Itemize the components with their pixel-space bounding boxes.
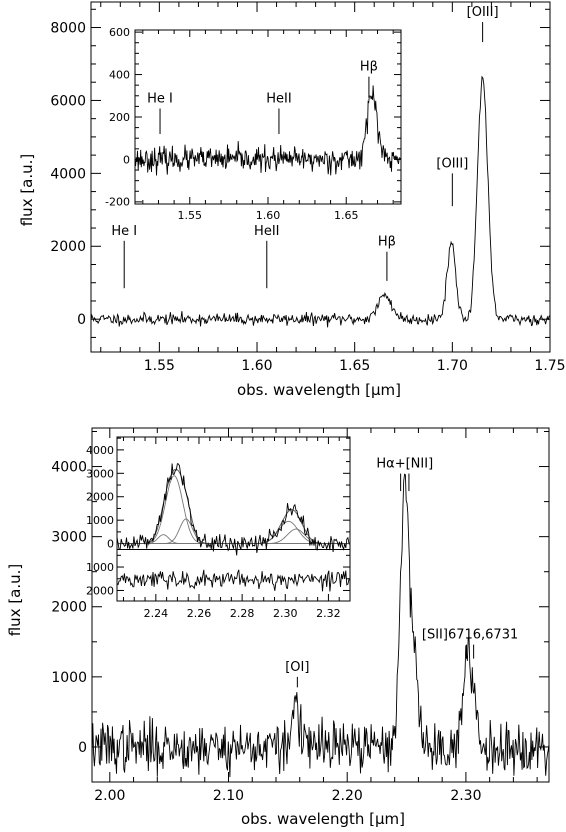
x-tick-label: 2.32	[316, 607, 341, 620]
annotation-label: HeII	[254, 224, 279, 239]
y-tick-label: 0	[78, 740, 87, 756]
y-tick-label: 200	[109, 111, 130, 124]
x-tick-label: 2.26	[187, 607, 212, 620]
x-tick-label: 2.30	[273, 607, 298, 620]
data-spectrum	[116, 463, 351, 556]
x-tick-label: 1.70	[437, 358, 468, 374]
annotation-label: Hβ	[360, 60, 378, 75]
annotation-label: [OIII]	[467, 5, 499, 20]
x-tick-label: 1.55	[144, 358, 175, 374]
annotation-label: [OIII]	[436, 156, 468, 171]
top-inset-panel: 1.55 1.60 1.65 -200 0 200 400 600 He I HeII Hβ	[105, 26, 402, 222]
annotation-label: He I	[147, 92, 173, 107]
x-tick-label: 1.65	[334, 209, 359, 222]
top-x-axis-label: obs. wavelength [μm]	[237, 381, 401, 399]
bottom-y-axis-label: flux [a.u.]	[6, 564, 24, 637]
spectrum-line	[134, 85, 402, 176]
y-tick-label: 4000	[51, 459, 87, 475]
top-y-axis-label: flux [a.u.]	[18, 154, 36, 227]
inset-background	[135, 30, 401, 204]
y-tick-label: 2000	[51, 600, 87, 616]
y-tick-label: 8000	[50, 20, 86, 36]
axes-frame	[90, 1, 551, 353]
y-tick-label: 2000	[86, 491, 114, 504]
y-tick-label: 1000	[51, 670, 87, 686]
y-tick-label: 4000	[50, 166, 86, 182]
y-tick-label: 400	[109, 68, 130, 81]
x-tick-label: 1.75	[534, 358, 565, 374]
y-tick-label: 3000	[86, 467, 114, 480]
spectrum-line	[91, 473, 550, 778]
y-tick-label: 2000	[50, 239, 86, 255]
y-tick-label: 600	[109, 26, 130, 39]
top-spectrum-panel: flux [a.u.] obs. wavelength [μm] 1.55 1.6…	[18, 1, 566, 399]
annotation-label: Hβ	[378, 235, 396, 250]
y-tick-label: 0	[107, 538, 114, 551]
x-tick-label: 1.60	[256, 209, 281, 222]
spectrum-line	[90, 75, 551, 328]
x-tick-label: 2.24	[144, 607, 169, 620]
y-tick-label: 4000	[86, 444, 114, 457]
annotation-label: [OI]	[285, 660, 309, 675]
residual-spectrum	[116, 569, 351, 592]
axes-frame	[91, 427, 550, 783]
x-tick-label: 2.30	[450, 788, 481, 804]
x-tick-label: 1.55	[178, 209, 203, 222]
bottom-x-axis-label: obs. wavelength [μm]	[241, 810, 405, 828]
y-tick-label: -200	[105, 196, 130, 209]
x-tick-label: 1.60	[241, 358, 272, 374]
annotation-label: HeII	[266, 92, 291, 107]
y-tick-label: 1000	[86, 514, 114, 527]
inset-background	[117, 437, 350, 601]
x-tick-label: 2.10	[213, 788, 244, 804]
y-tick-label: 1000	[86, 561, 114, 574]
x-tick-label: 1.65	[339, 358, 370, 374]
x-tick-label: 2.00	[94, 788, 125, 804]
y-tick-label: 3000	[51, 530, 87, 546]
axes-frame	[116, 436, 351, 602]
x-tick-label: 2.20	[332, 788, 363, 804]
y-tick-label: 0	[123, 153, 130, 166]
annotation-label: Hα+[NII]	[376, 457, 433, 472]
y-tick-label: 6000	[50, 93, 86, 109]
annotation-label: He I	[111, 224, 137, 239]
bottom-spectrum-panel: flux [a.u.] obs. wavelength [μm] 2.00 2.1…	[6, 427, 550, 828]
bottom-inset-panel: 2.24 2.26 2.28 2.30 2.32 4000 3000 2000 1000 0 100…	[86, 436, 351, 620]
y-tick-label: 2000	[86, 584, 114, 597]
x-tick-label: 2.28	[230, 607, 255, 620]
y-tick-label: 0	[77, 312, 86, 328]
annotation-label: [SII]6716,6731	[422, 628, 518, 643]
